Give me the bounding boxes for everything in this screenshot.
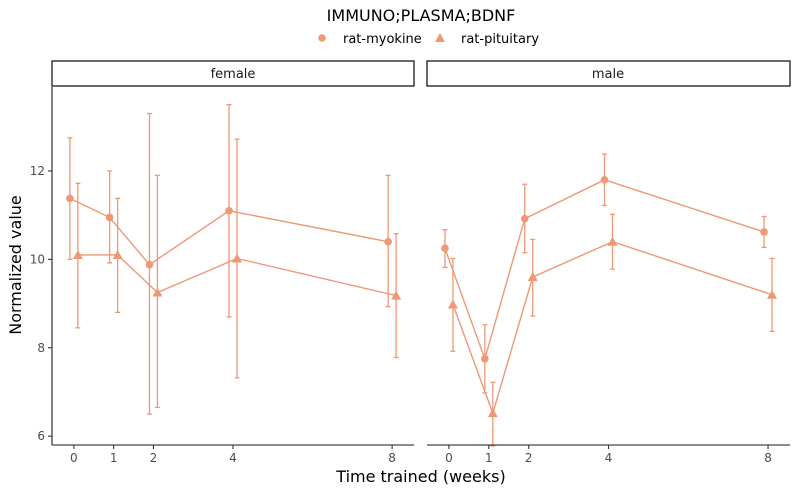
- point-rat-myokine: [145, 260, 154, 269]
- point-rat-pituitary: [391, 290, 402, 300]
- point-rat-myokine: [600, 176, 609, 184]
- point-rat-pituitary: [767, 289, 778, 299]
- x-tick-label: 8: [764, 451, 772, 465]
- point-rat-pituitary: [447, 299, 458, 309]
- strip-label-male: male: [592, 67, 624, 82]
- panel-female: female: [51, 60, 415, 415]
- x-tick-label: 1: [485, 451, 493, 465]
- x-tick-label: 0: [445, 451, 453, 465]
- legend-label-myokine: rat-myokine: [343, 32, 422, 47]
- marks-female: [66, 104, 402, 415]
- point-rat-myokine: [384, 237, 392, 246]
- x-axis-title: Time trained (weeks): [335, 467, 505, 486]
- y-tick-label: 6: [37, 429, 45, 443]
- y-axis-title: Normalized value: [6, 195, 25, 335]
- legend-circle-marker: [318, 34, 326, 42]
- point-rat-myokine: [105, 213, 114, 222]
- y-tick-label: 12: [30, 164, 45, 178]
- point-rat-myokine: [441, 244, 449, 253]
- panel-male: male: [426, 60, 791, 447]
- point-rat-myokine: [225, 206, 233, 215]
- x-tick-label: 4: [605, 451, 613, 465]
- point-rat-pituitary: [607, 236, 618, 246]
- x-tick-label: 8: [388, 451, 396, 465]
- point-rat-pituitary: [231, 253, 242, 263]
- point-rat-pituitary: [72, 249, 83, 259]
- marks-male: [441, 153, 778, 447]
- strip-label-female: female: [211, 67, 256, 82]
- legend: rat-myokine rat-pituitary: [318, 32, 539, 47]
- legend-triangle-marker: [435, 33, 445, 42]
- x-tick-label: 1: [110, 451, 118, 465]
- point-rat-pituitary: [527, 272, 538, 282]
- y-tick-label: 10: [30, 252, 45, 266]
- strip-female: [51, 60, 415, 87]
- y-tick-label: 8: [37, 341, 45, 355]
- point-rat-myokine: [481, 355, 489, 363]
- strip-male: [426, 60, 791, 87]
- chart-title: IMMUNO;PLASMA;BDNF: [327, 6, 516, 25]
- x-tick-label: 2: [525, 451, 533, 465]
- x-tick-label: 2: [150, 451, 158, 465]
- point-rat-pituitary: [152, 287, 163, 297]
- point-rat-myokine: [520, 214, 529, 223]
- x-ticks: 0 1 2 4 8 0 1 2 4 8: [70, 445, 772, 465]
- point-rat-pituitary: [112, 249, 123, 259]
- series-line-rat-myokine: [444, 179, 765, 362]
- point-rat-myokine: [760, 228, 768, 236]
- point-rat-pituitary: [487, 408, 498, 418]
- x-tick-label: 0: [70, 451, 78, 465]
- legend-label-pituitary: rat-pituitary: [461, 32, 539, 47]
- y-ticks: 6 8 10 12: [30, 164, 52, 443]
- point-rat-myokine: [66, 194, 74, 203]
- x-tick-label: 4: [229, 451, 237, 465]
